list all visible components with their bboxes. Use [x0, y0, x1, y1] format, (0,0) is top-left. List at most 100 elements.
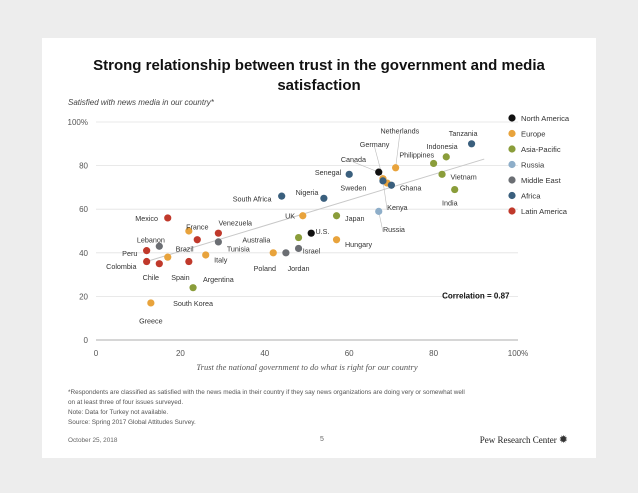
data-point [332, 212, 341, 220]
x-tick-label: 80 [429, 349, 438, 358]
data-point [430, 159, 438, 168]
point-label: Hungary [345, 240, 373, 249]
point-label: Greece [139, 316, 163, 325]
x-tick-label: 100% [508, 349, 528, 358]
slide: Strong relationship between trust in the… [42, 38, 596, 458]
data-point [164, 214, 172, 222]
data-point [143, 247, 151, 255]
point-label: Netherlands [380, 127, 419, 136]
data-point [294, 244, 303, 253]
legend-swatch [508, 207, 516, 215]
scatter-chart: 0 20 40 60 80 100% 0 20 40 60 80 100% Trust the nati… [68, 114, 570, 372]
data-point [202, 251, 210, 259]
y-tick-label: 20 [79, 292, 88, 301]
legend-swatch [508, 160, 516, 169]
point-label: Sweden [340, 183, 366, 192]
x-tick-label: 20 [176, 349, 185, 358]
slide-date: October 25, 2018 [68, 437, 118, 444]
legend-label: Africa [521, 192, 541, 201]
legend-label: North America [521, 114, 570, 123]
legend-swatch [508, 176, 516, 184]
data-point [185, 257, 193, 266]
data-point [147, 299, 155, 307]
legend-swatch [508, 191, 516, 200]
chart-title: Strong relationship between trust in the… [42, 56, 596, 96]
data-point [294, 233, 303, 242]
point-label: Russia [383, 225, 405, 234]
point-label: Ghana [400, 183, 422, 192]
point-label: Venezuela [218, 218, 252, 227]
data-point [379, 177, 387, 185]
point-label: France [186, 223, 208, 232]
point-label: South Korea [173, 299, 213, 308]
x-axis-title: Trust the national government to do what… [196, 362, 417, 372]
leader-line [395, 133, 401, 168]
sunburst-logo-icon: ✹ [558, 434, 568, 446]
data-point [193, 236, 201, 244]
footnotes: *Respondents are classified as satisfied… [68, 388, 568, 428]
point-label: Spain [171, 273, 189, 282]
y-tick-label: 100% [68, 118, 88, 127]
point-label: Tunisia [227, 244, 250, 253]
point-label: Vietnam [450, 173, 476, 182]
brand-logo: Pew Research Center ✹ [480, 433, 568, 446]
point-label: Italy [214, 255, 228, 264]
point-label: Tanzania [449, 129, 478, 138]
point-label: Philippines [399, 151, 434, 160]
y-tick-label: 80 [79, 162, 88, 171]
legend-label: Russia [521, 161, 545, 170]
point-label: Peru [122, 249, 137, 258]
data-point [387, 181, 395, 189]
data-point [269, 249, 277, 257]
x-tick-label: 40 [260, 349, 269, 358]
chart-title-line-1: Strong relationship between trust in the… [93, 57, 545, 74]
data-point [345, 170, 353, 178]
point-label: Brazil [176, 244, 194, 253]
point-label: Canada [341, 155, 366, 164]
data-point [214, 238, 222, 246]
data-point [278, 192, 286, 200]
leader-line [353, 161, 379, 173]
data-point [155, 260, 163, 268]
data-point [282, 249, 290, 257]
point-label: U.S. [315, 227, 329, 236]
point-label: Jordan [288, 264, 310, 273]
data-point [375, 207, 383, 215]
legend-swatch [508, 145, 516, 153]
x-tick-label: 0 [94, 349, 99, 358]
data-point [214, 229, 222, 237]
footnote-line: Note: Data for Turkey not available. [68, 409, 169, 416]
brand-name: Pew Research Center [479, 435, 557, 445]
legend-label: Latin America [521, 207, 568, 216]
footnote-line: *Respondents are classified as satisfied… [68, 389, 465, 396]
legend-label: Europe [521, 130, 546, 139]
data-point [143, 257, 151, 266]
point-label: Mexico [135, 214, 158, 223]
data-point [320, 194, 328, 202]
y-axis-subtitle: Satisfied with news media in our country… [68, 98, 214, 107]
data-point [392, 164, 400, 172]
data-point [164, 253, 172, 261]
data-point [375, 168, 383, 176]
point-label: Poland [254, 264, 276, 273]
y-tick-label: 60 [79, 205, 88, 214]
x-tick-label: 60 [345, 349, 354, 358]
legend-label: Middle East [521, 176, 562, 185]
data-point [299, 212, 307, 220]
legend-swatch [508, 114, 516, 122]
data-point [185, 227, 193, 235]
data-point [451, 185, 459, 194]
data-point [467, 140, 476, 148]
point-label: Senegal [315, 168, 342, 177]
page-number: 5 [320, 436, 324, 443]
chart-title-line-2: satisfaction [277, 77, 361, 94]
point-label: Japan [345, 214, 365, 223]
point-label: Chile [143, 273, 159, 282]
point-label: Australia [242, 236, 270, 245]
legend-swatch [508, 129, 516, 138]
correlation-label: Correlation = 0.87 [442, 292, 510, 301]
data-point [307, 229, 315, 237]
y-tick-label: 0 [84, 336, 89, 345]
point-label: Kenya [387, 203, 407, 212]
point-label: UK [285, 212, 295, 221]
